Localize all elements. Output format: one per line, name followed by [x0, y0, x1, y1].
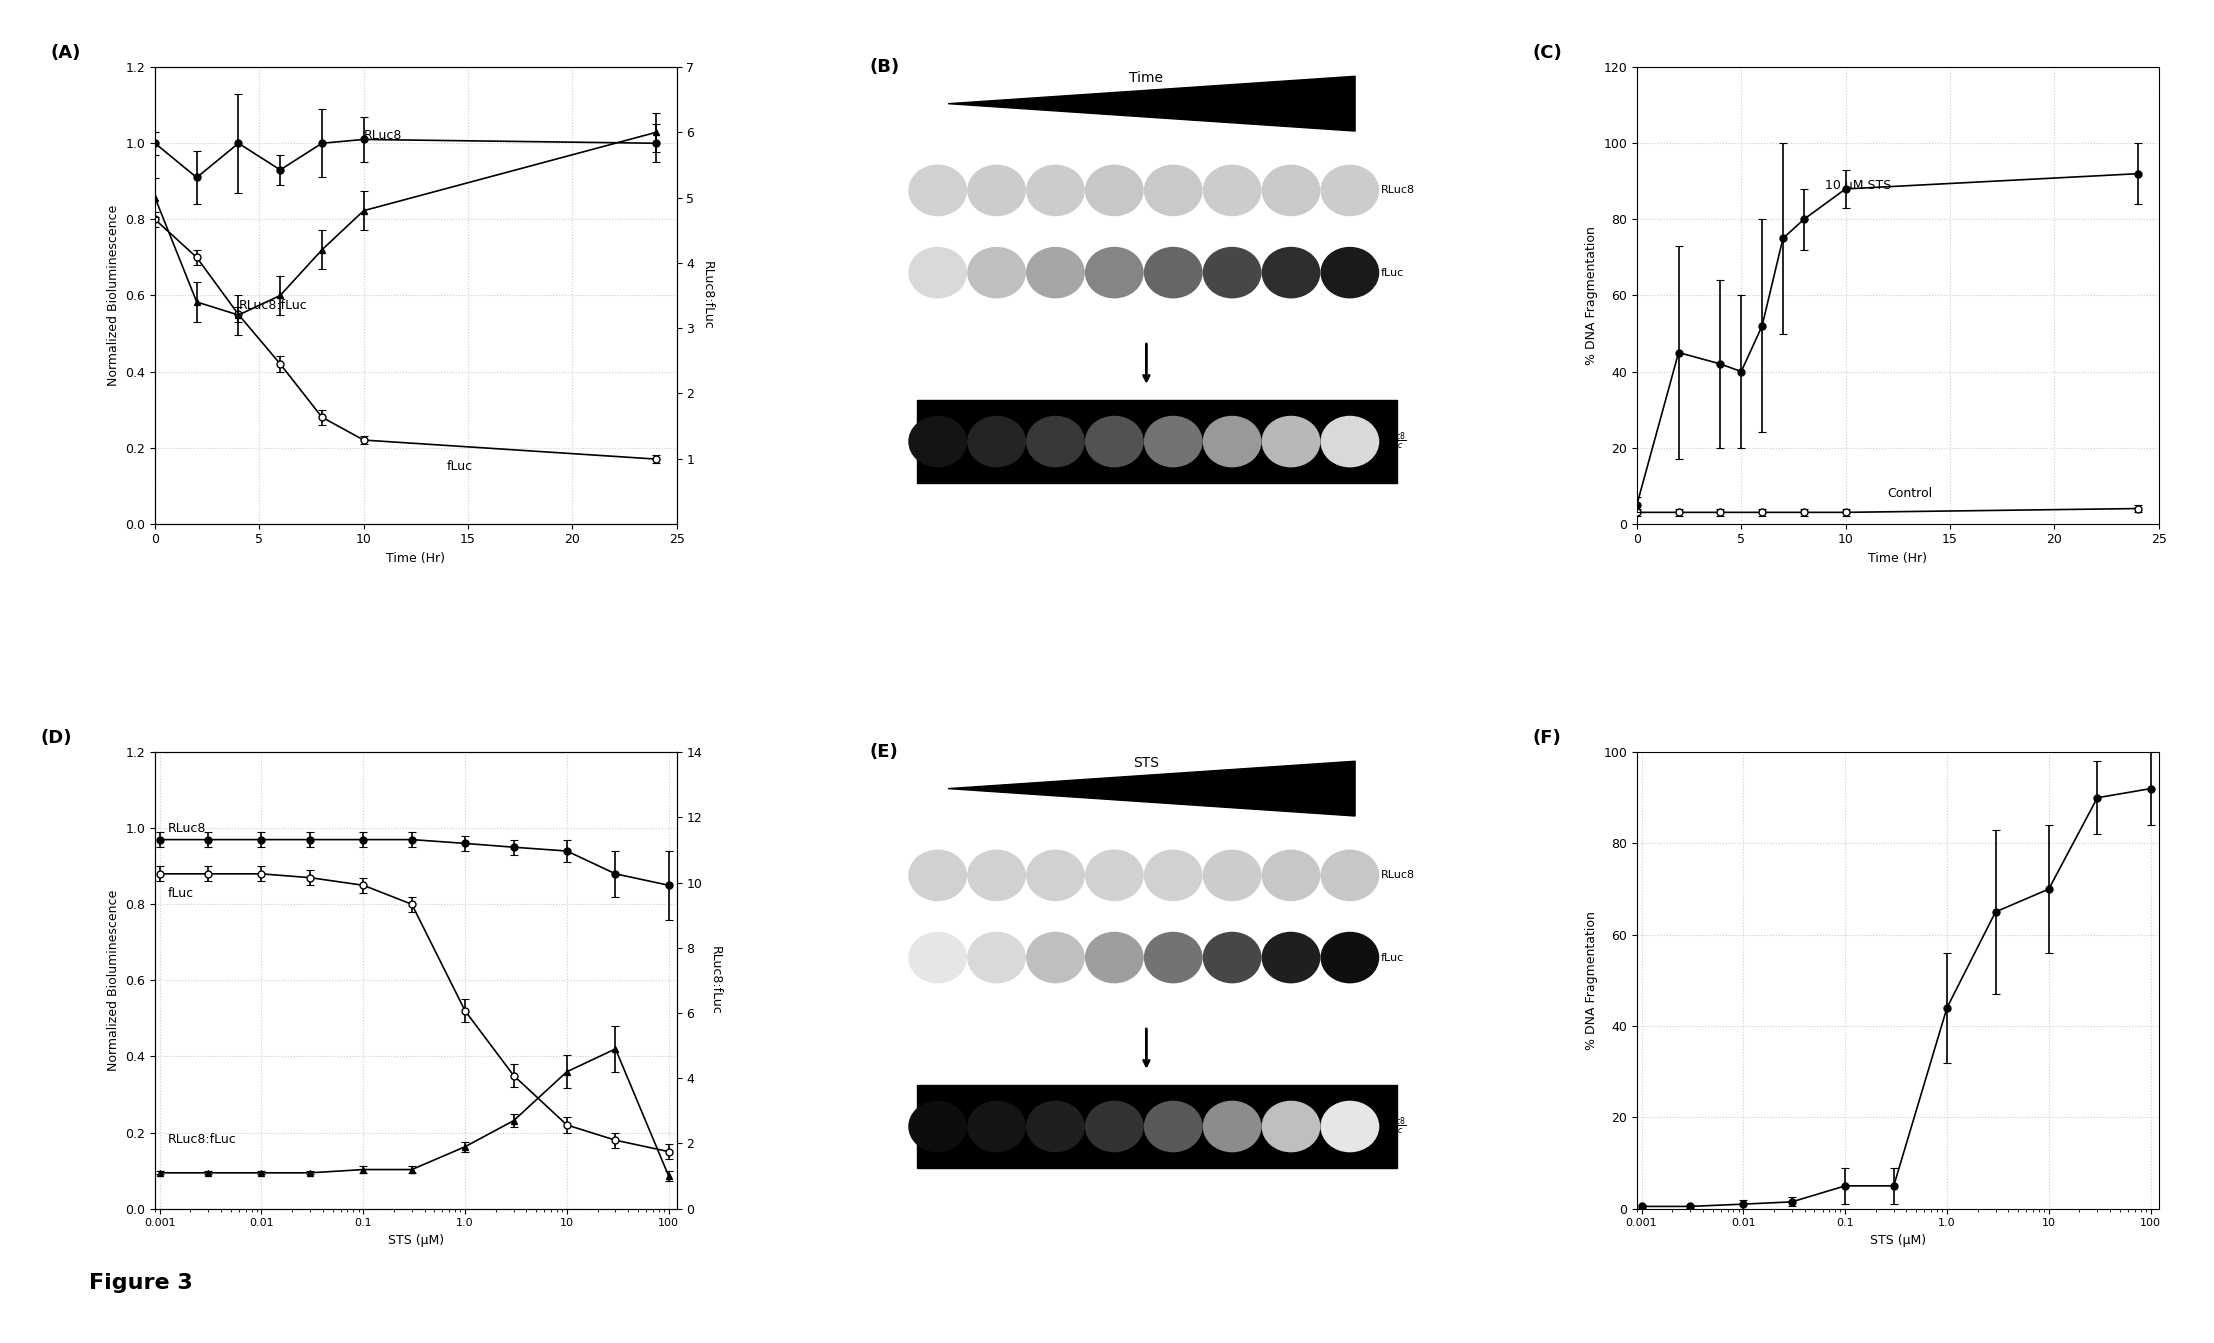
Circle shape: [1262, 1101, 1320, 1152]
Y-axis label: % DNA Fragmentation: % DNA Fragmentation: [1585, 911, 1599, 1050]
Circle shape: [910, 1101, 965, 1152]
Bar: [917, 400, 1397, 482]
Circle shape: [1204, 165, 1260, 215]
Circle shape: [1262, 932, 1320, 983]
Circle shape: [1145, 165, 1202, 215]
Circle shape: [1085, 850, 1142, 900]
Circle shape: [1145, 932, 1202, 983]
Circle shape: [1085, 247, 1142, 298]
Text: (B): (B): [870, 58, 899, 77]
Circle shape: [1204, 1101, 1260, 1152]
Y-axis label: RLuc8:fLuc: RLuc8:fLuc: [708, 945, 722, 1015]
Text: (C): (C): [1532, 44, 1563, 62]
Circle shape: [1262, 165, 1320, 215]
Text: RLuc8: RLuc8: [1382, 185, 1415, 196]
Circle shape: [1145, 850, 1202, 900]
Text: fLuc: fLuc: [168, 886, 195, 900]
Text: $\frac{RLuc8}{fLuc}$: $\frac{RLuc8}{fLuc}$: [1382, 431, 1408, 453]
Text: (A): (A): [51, 44, 82, 62]
Circle shape: [1204, 416, 1260, 467]
Circle shape: [1027, 247, 1085, 298]
Bar: [917, 1085, 1397, 1167]
Circle shape: [1262, 247, 1320, 298]
Circle shape: [968, 247, 1025, 298]
Circle shape: [1204, 850, 1260, 900]
Circle shape: [1322, 932, 1379, 983]
Text: Control: Control: [1886, 488, 1933, 500]
Text: fLuc: fLuc: [1382, 267, 1404, 278]
Circle shape: [910, 850, 965, 900]
Circle shape: [1262, 850, 1320, 900]
Circle shape: [1027, 850, 1085, 900]
Text: $\frac{RLuc8}{fLuc}$: $\frac{RLuc8}{fLuc}$: [1382, 1116, 1408, 1138]
Text: RLuc8: RLuc8: [363, 129, 403, 142]
Circle shape: [1322, 416, 1379, 467]
Circle shape: [968, 850, 1025, 900]
Circle shape: [1085, 1101, 1142, 1152]
Circle shape: [1204, 932, 1260, 983]
Text: RLuc8: RLuc8: [168, 822, 206, 835]
Circle shape: [968, 416, 1025, 467]
X-axis label: STS (μM): STS (μM): [387, 1234, 445, 1248]
Text: Time: Time: [1129, 71, 1162, 86]
Circle shape: [1145, 416, 1202, 467]
Text: STS: STS: [1134, 756, 1160, 771]
Y-axis label: RLuc8:fLuc: RLuc8:fLuc: [702, 261, 713, 330]
Circle shape: [968, 932, 1025, 983]
Text: RLuc8:fLuc: RLuc8:fLuc: [239, 298, 308, 312]
Circle shape: [1322, 850, 1379, 900]
X-axis label: Time (Hr): Time (Hr): [1869, 552, 1926, 565]
Circle shape: [910, 932, 965, 983]
Circle shape: [1145, 1101, 1202, 1152]
Text: RLuc8:fLuc: RLuc8:fLuc: [168, 1133, 237, 1147]
Circle shape: [1322, 1101, 1379, 1152]
Text: fLuc: fLuc: [1382, 952, 1404, 963]
Circle shape: [1085, 932, 1142, 983]
Circle shape: [1322, 247, 1379, 298]
Circle shape: [1027, 1101, 1085, 1152]
Text: (F): (F): [1532, 729, 1561, 747]
Circle shape: [968, 1101, 1025, 1152]
Circle shape: [910, 247, 965, 298]
Circle shape: [1145, 247, 1202, 298]
Circle shape: [1204, 247, 1260, 298]
Polygon shape: [948, 77, 1355, 132]
Text: (D): (D): [40, 729, 71, 747]
Circle shape: [1027, 416, 1085, 467]
Text: fLuc: fLuc: [447, 461, 474, 474]
Circle shape: [1262, 416, 1320, 467]
Text: RLuc8: RLuc8: [1382, 870, 1415, 881]
Text: 10 μM STS: 10 μM STS: [1824, 179, 1891, 192]
Circle shape: [968, 165, 1025, 215]
Circle shape: [1027, 932, 1085, 983]
Y-axis label: Normalized Bioluminescence: Normalized Bioluminescence: [106, 890, 120, 1070]
Circle shape: [1027, 165, 1085, 215]
Circle shape: [1085, 416, 1142, 467]
X-axis label: STS (μM): STS (μM): [1869, 1234, 1926, 1248]
Y-axis label: Normalized Bioluminescence: Normalized Bioluminescence: [106, 205, 120, 385]
Text: (E): (E): [870, 743, 899, 761]
Circle shape: [910, 416, 965, 467]
Text: Figure 3: Figure 3: [89, 1273, 193, 1293]
Circle shape: [910, 165, 965, 215]
X-axis label: Time (Hr): Time (Hr): [387, 552, 445, 565]
Polygon shape: [948, 761, 1355, 817]
Circle shape: [1322, 165, 1379, 215]
Y-axis label: % DNA Fragmentation: % DNA Fragmentation: [1585, 226, 1599, 365]
Circle shape: [1085, 165, 1142, 215]
